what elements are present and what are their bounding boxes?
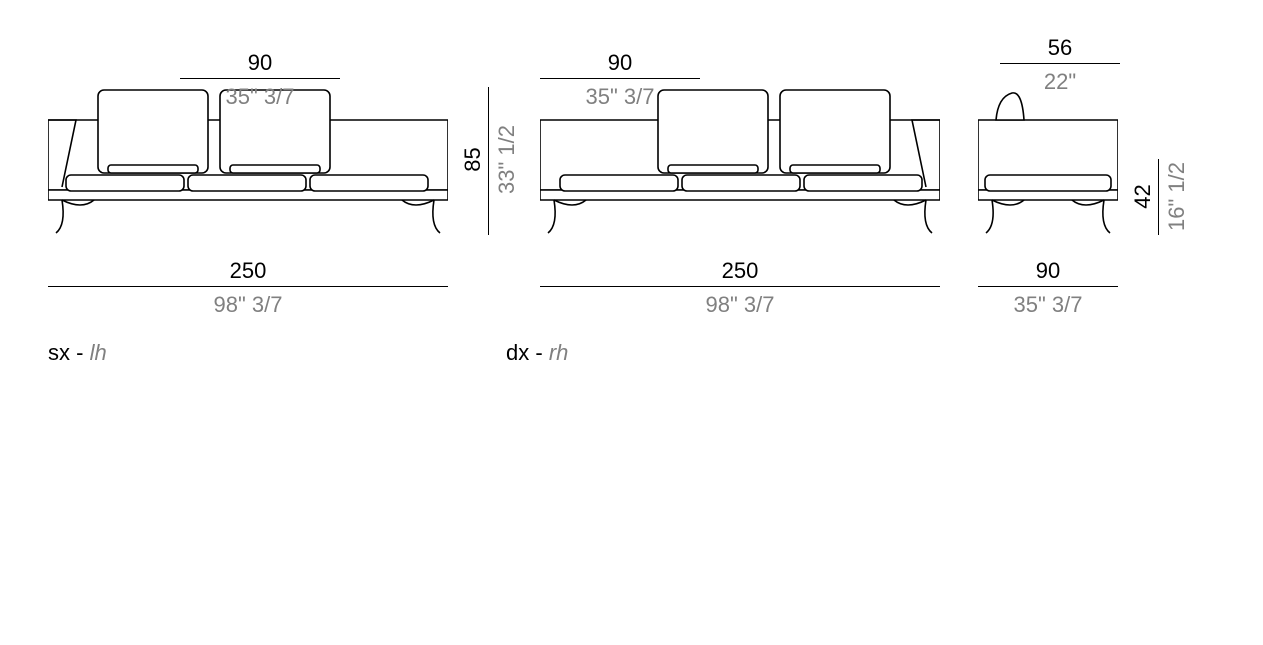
dim-lh-cushion-width: 90 35" 3/7 <box>180 50 340 110</box>
dim-height-seat: 42 16" 1/2 <box>1130 159 1190 234</box>
variant-rh-label: dx - rh <box>506 340 568 366</box>
dim-height-main: 85 33" 1/2 <box>460 87 520 232</box>
dim-lh-width: 250 98" 3/7 <box>48 258 448 318</box>
dim-rh-cushion-width: 90 35" 3/7 <box>540 50 700 110</box>
diagram-canvas: 90 35" 3/7 250 98" 3/7 sx - lh 85 33" 1/… <box>0 0 1263 645</box>
dim-rh-width: 250 98" 3/7 <box>540 258 940 318</box>
dim-side-width: 90 35" 3/7 <box>978 258 1118 318</box>
sofa-side-drawing <box>978 85 1118 235</box>
dim-side-cushion-width: 56 22" <box>1000 35 1120 95</box>
variant-lh-label: sx - lh <box>48 340 107 366</box>
